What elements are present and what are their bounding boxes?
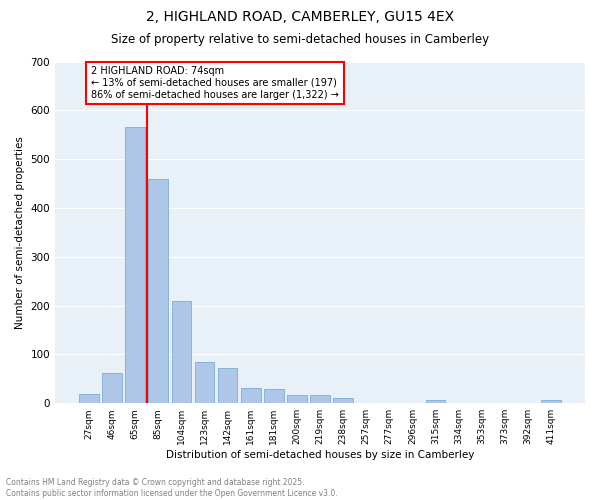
Text: 2, HIGHLAND ROAD, CAMBERLEY, GU15 4EX: 2, HIGHLAND ROAD, CAMBERLEY, GU15 4EX — [146, 10, 454, 24]
Bar — [102, 373, 122, 403]
Text: 2 HIGHLAND ROAD: 74sqm
← 13% of semi-detached houses are smaller (197)
86% of se: 2 HIGHLAND ROAD: 74sqm ← 13% of semi-det… — [91, 66, 338, 100]
Text: Size of property relative to semi-detached houses in Camberley: Size of property relative to semi-detach… — [111, 32, 489, 46]
Bar — [264, 388, 284, 403]
Text: Contains HM Land Registry data © Crown copyright and database right 2025.
Contai: Contains HM Land Registry data © Crown c… — [6, 478, 338, 498]
Bar — [148, 178, 168, 403]
Bar — [310, 395, 330, 403]
Bar — [218, 368, 238, 403]
Bar — [426, 400, 445, 403]
Bar — [287, 395, 307, 403]
Bar — [172, 300, 191, 403]
Bar — [334, 398, 353, 403]
Y-axis label: Number of semi-detached properties: Number of semi-detached properties — [15, 136, 25, 329]
Bar — [125, 128, 145, 403]
X-axis label: Distribution of semi-detached houses by size in Camberley: Distribution of semi-detached houses by … — [166, 450, 474, 460]
Bar — [194, 362, 214, 403]
Bar — [241, 388, 260, 403]
Bar — [541, 400, 561, 403]
Bar — [79, 394, 99, 403]
